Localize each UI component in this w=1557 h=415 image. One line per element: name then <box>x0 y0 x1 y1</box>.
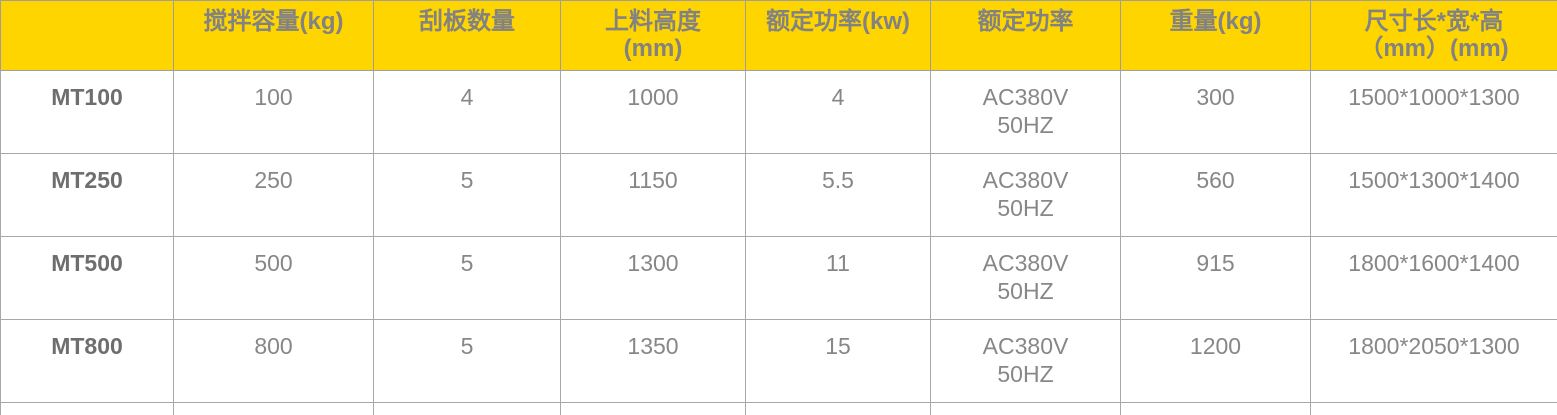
scraper-count-cell: 5 <box>373 236 561 320</box>
dimensions-cell: 2500*2200*1500 <box>1310 402 1557 415</box>
column-header-rated-power-voltage: 额定功率 <box>930 0 1121 71</box>
column-header-weight: 重量(kg) <box>1120 0 1311 71</box>
dimensions-cell: 1800*2050*1300 <box>1310 319 1557 403</box>
model-cell: MT1000 <box>0 402 174 415</box>
table-row-mt100: MT100 100 4 1000 4 AC380V 50HZ 300 1500*… <box>0 70 1557 154</box>
feeding-height-cell: 1300 <box>560 236 746 320</box>
weight-cell: 1200 <box>1120 319 1311 403</box>
model-cell: MT100 <box>0 70 174 154</box>
column-header-label: 尺寸长*宽*高 <box>1364 8 1504 35</box>
column-header-mixing-capacity: 搅拌容量(kg) <box>173 0 374 71</box>
voltage-cell: AC380V 50HZ <box>930 319 1121 403</box>
model-cell: MT800 <box>0 319 174 403</box>
column-header-label: 上料高度 <box>605 8 701 35</box>
table-row-mt250: MT250 250 5 1150 5.5 AC380V 50HZ 560 150… <box>0 153 1557 237</box>
voltage-cell: AC380V 50HZ <box>930 153 1121 237</box>
capacity-cell: 800 <box>173 319 374 403</box>
rated-power-cell: 15 <box>745 319 931 403</box>
rated-power-cell: 5.5 <box>745 153 931 237</box>
capacity-cell: 500 <box>173 236 374 320</box>
capacity-cell: 100 <box>173 70 374 154</box>
column-header-label: 额定功率(kw) <box>766 8 910 35</box>
column-header-sublabel: （mm）(mm) <box>1359 35 1509 62</box>
column-header-dimensions: 尺寸长*宽*高 （mm）(mm) <box>1310 0 1557 71</box>
column-header-model <box>0 0 174 71</box>
weight-cell: 300 <box>1120 70 1311 154</box>
table-row-mt1000: MT1000 1000 5 1300 18.5 AC380V 50HZ 1500… <box>0 402 1557 415</box>
column-header-scraper-count: 刮板数量 <box>373 0 561 71</box>
scraper-count-cell: 5 <box>373 153 561 237</box>
feeding-height-cell: 1350 <box>560 319 746 403</box>
column-header-rated-power-kw: 额定功率(kw) <box>745 0 931 71</box>
voltage-cell: AC380V 50HZ <box>930 70 1121 154</box>
column-header-label: 额定功率 <box>977 8 1074 35</box>
column-header-label: 刮板数量 <box>419 8 515 35</box>
column-header-label: 搅拌容量(kg) <box>203 8 344 35</box>
table-row-mt800: MT800 800 5 1350 15 AC380V 50HZ 1200 180… <box>0 319 1557 403</box>
scraper-count-cell: 5 <box>373 319 561 403</box>
dimensions-cell: 1500*1000*1300 <box>1310 70 1557 154</box>
weight-cell: 1500 <box>1120 402 1311 415</box>
voltage-cell: AC380V 50HZ <box>930 236 1121 320</box>
scraper-count-cell: 5 <box>373 402 561 415</box>
feeding-height-cell: 1300 <box>560 402 746 415</box>
dimensions-cell: 1800*1600*1400 <box>1310 236 1557 320</box>
rated-power-cell: 18.5 <box>745 402 931 415</box>
capacity-cell: 250 <box>173 153 374 237</box>
model-cell: MT250 <box>0 153 174 237</box>
column-header-label: 重量(kg) <box>1169 8 1262 35</box>
model-cell: MT500 <box>0 236 174 320</box>
feeding-height-cell: 1000 <box>560 70 746 154</box>
capacity-cell: 1000 <box>173 402 374 415</box>
column-header-sublabel: (mm) <box>623 35 683 62</box>
voltage-cell: AC380V 50HZ <box>930 402 1121 415</box>
column-header-feeding-height: 上料高度 (mm) <box>560 0 746 71</box>
weight-cell: 915 <box>1120 236 1311 320</box>
weight-cell: 560 <box>1120 153 1311 237</box>
dimensions-cell: 1500*1300*1400 <box>1310 153 1557 237</box>
rated-power-cell: 4 <box>745 70 931 154</box>
table-row-mt500: MT500 500 5 1300 11 AC380V 50HZ 915 1800… <box>0 236 1557 320</box>
table-header-row: 搅拌容量(kg) 刮板数量 上料高度 (mm) 额定功率(kw) 额定功率 <box>0 0 1557 71</box>
rated-power-cell: 11 <box>745 236 931 320</box>
feeding-height-cell: 1150 <box>560 153 746 237</box>
scraper-count-cell: 4 <box>373 70 561 154</box>
